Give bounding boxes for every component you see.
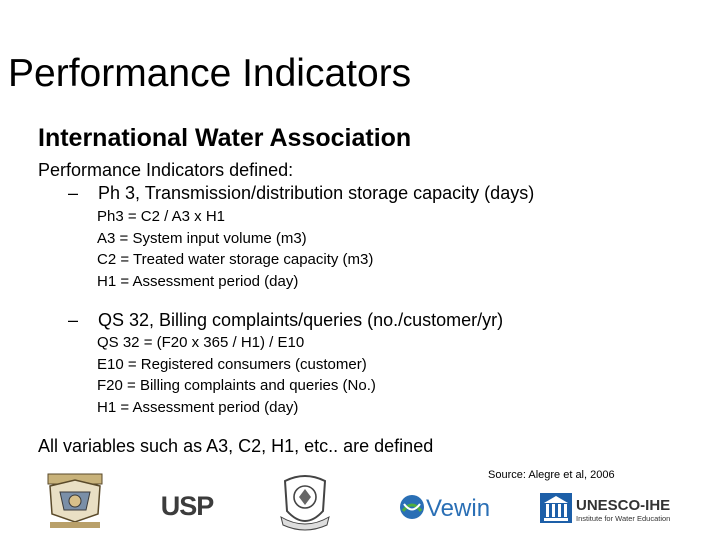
detail-line: Ph3 = C2 / A3 x H1 [97,208,225,225]
usp-logo: USP [155,488,219,522]
detail-line: H1 = Assessment period (day) [97,273,299,290]
bullet-ph3: – Ph 3, Transmission/distribution storage… [68,182,534,204]
unesco-ihe-logo: UNESCO-IHE Institute for Water Education [540,493,670,523]
usp-logo-text: USP [161,491,215,521]
bullet-qs32: – QS 32, Billing complaints/queries (no./… [68,309,503,331]
slide-title: Performance Indicators [8,52,412,95]
bullet-qs32-text: QS 32, Billing complaints/queries (no./c… [98,310,504,330]
unesco-ihe-logo-subtext: Institute for Water Education [576,514,670,523]
detail-line: C2 = Treated water storage capacity (m3) [97,251,374,268]
vewin-logo-text: Vewin [426,495,489,522]
unesco-ihe-logo-text: UNESCO-IHE [576,497,670,514]
intro-text: Performance Indicators defined: [38,160,294,180]
conclusion-text: All variables such as A3, C2, H1, etc.. … [38,436,434,456]
vewin-logo: Vewin [400,495,489,522]
detail-line: F20 = Billing complaints and queries (No… [97,377,376,394]
bullet-dash: – [68,183,79,203]
detail-line: E10 = Registered consumers (customer) [97,356,367,373]
bullet-dash: – [68,310,79,330]
bullet-ph3-text: Ph 3, Transmission/distribution storage … [98,183,535,203]
university-seal-logo [47,473,103,528]
detail-line: H1 = Assessment period (day) [97,399,299,416]
slide-subtitle: International Water Association [38,124,412,152]
detail-line: QS 32 = (F20 x 365 / H1) / E10 [97,334,305,351]
detail-line: A3 = System input volume (m3) [97,230,307,247]
crest-logo [280,475,330,531]
source-citation: Source: Alegre et al, 2006 [488,469,615,481]
